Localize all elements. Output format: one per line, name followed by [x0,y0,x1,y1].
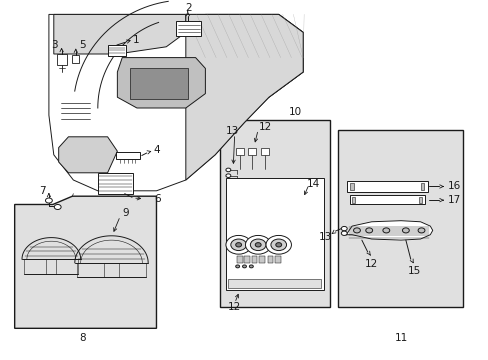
Polygon shape [49,14,303,191]
Text: 1: 1 [132,35,139,45]
Polygon shape [185,14,303,180]
Text: 9: 9 [122,208,129,218]
Bar [275,256,280,263]
Circle shape [235,265,239,268]
Circle shape [225,168,230,172]
Polygon shape [117,58,205,108]
Text: 8: 8 [79,333,85,343]
Bar [346,181,427,192]
Circle shape [230,239,246,251]
Text: 13: 13 [225,126,239,136]
Circle shape [250,239,265,251]
Polygon shape [15,196,156,328]
Bar [420,183,424,190]
Circle shape [365,228,372,233]
Circle shape [265,235,291,254]
Bar [261,148,268,155]
Bar [225,178,323,290]
Bar [418,197,421,203]
Text: 11: 11 [393,333,407,343]
Circle shape [417,228,424,233]
Polygon shape [346,221,432,240]
Text: 14: 14 [305,179,319,189]
Text: 7: 7 [39,186,45,196]
Circle shape [45,198,52,203]
Circle shape [353,228,360,233]
Bar [235,148,243,155]
Text: 13: 13 [318,232,331,242]
Bar [267,256,273,263]
Polygon shape [54,14,185,54]
Text: 10: 10 [289,107,302,117]
Bar [237,256,242,263]
Text: 2: 2 [184,3,191,13]
Polygon shape [205,14,303,122]
Circle shape [341,226,346,231]
Bar [259,256,264,263]
Circle shape [54,204,61,210]
Bar [72,55,79,63]
Circle shape [235,243,241,247]
Circle shape [275,243,281,247]
Text: 6: 6 [154,194,161,204]
Text: 4: 4 [153,145,160,156]
Bar [349,195,425,204]
Text: 12: 12 [227,302,241,312]
Bar [98,173,133,194]
Circle shape [245,235,270,254]
Circle shape [225,235,251,254]
Text: 15: 15 [407,266,421,276]
Circle shape [402,228,408,233]
Text: 12: 12 [364,258,378,269]
Circle shape [249,265,253,268]
Text: 12: 12 [258,122,271,132]
Bar [338,130,462,307]
Bar [129,68,188,99]
Bar [351,197,354,203]
Bar [107,45,126,56]
Bar [244,256,249,263]
Polygon shape [59,137,117,173]
Bar [176,21,201,36]
Text: 17: 17 [447,195,461,205]
Bar [220,120,329,307]
Text: 16: 16 [447,181,461,192]
Circle shape [382,228,389,233]
Bar [349,183,353,190]
Circle shape [341,231,346,235]
Bar [57,54,66,65]
Text: 5: 5 [79,40,85,50]
Bar [116,152,140,159]
Text: 3: 3 [51,40,58,50]
Circle shape [255,243,261,247]
Circle shape [270,239,286,251]
Circle shape [225,174,230,177]
Circle shape [242,265,246,268]
Bar [248,148,256,155]
Bar [228,279,321,288]
Bar [251,256,257,263]
